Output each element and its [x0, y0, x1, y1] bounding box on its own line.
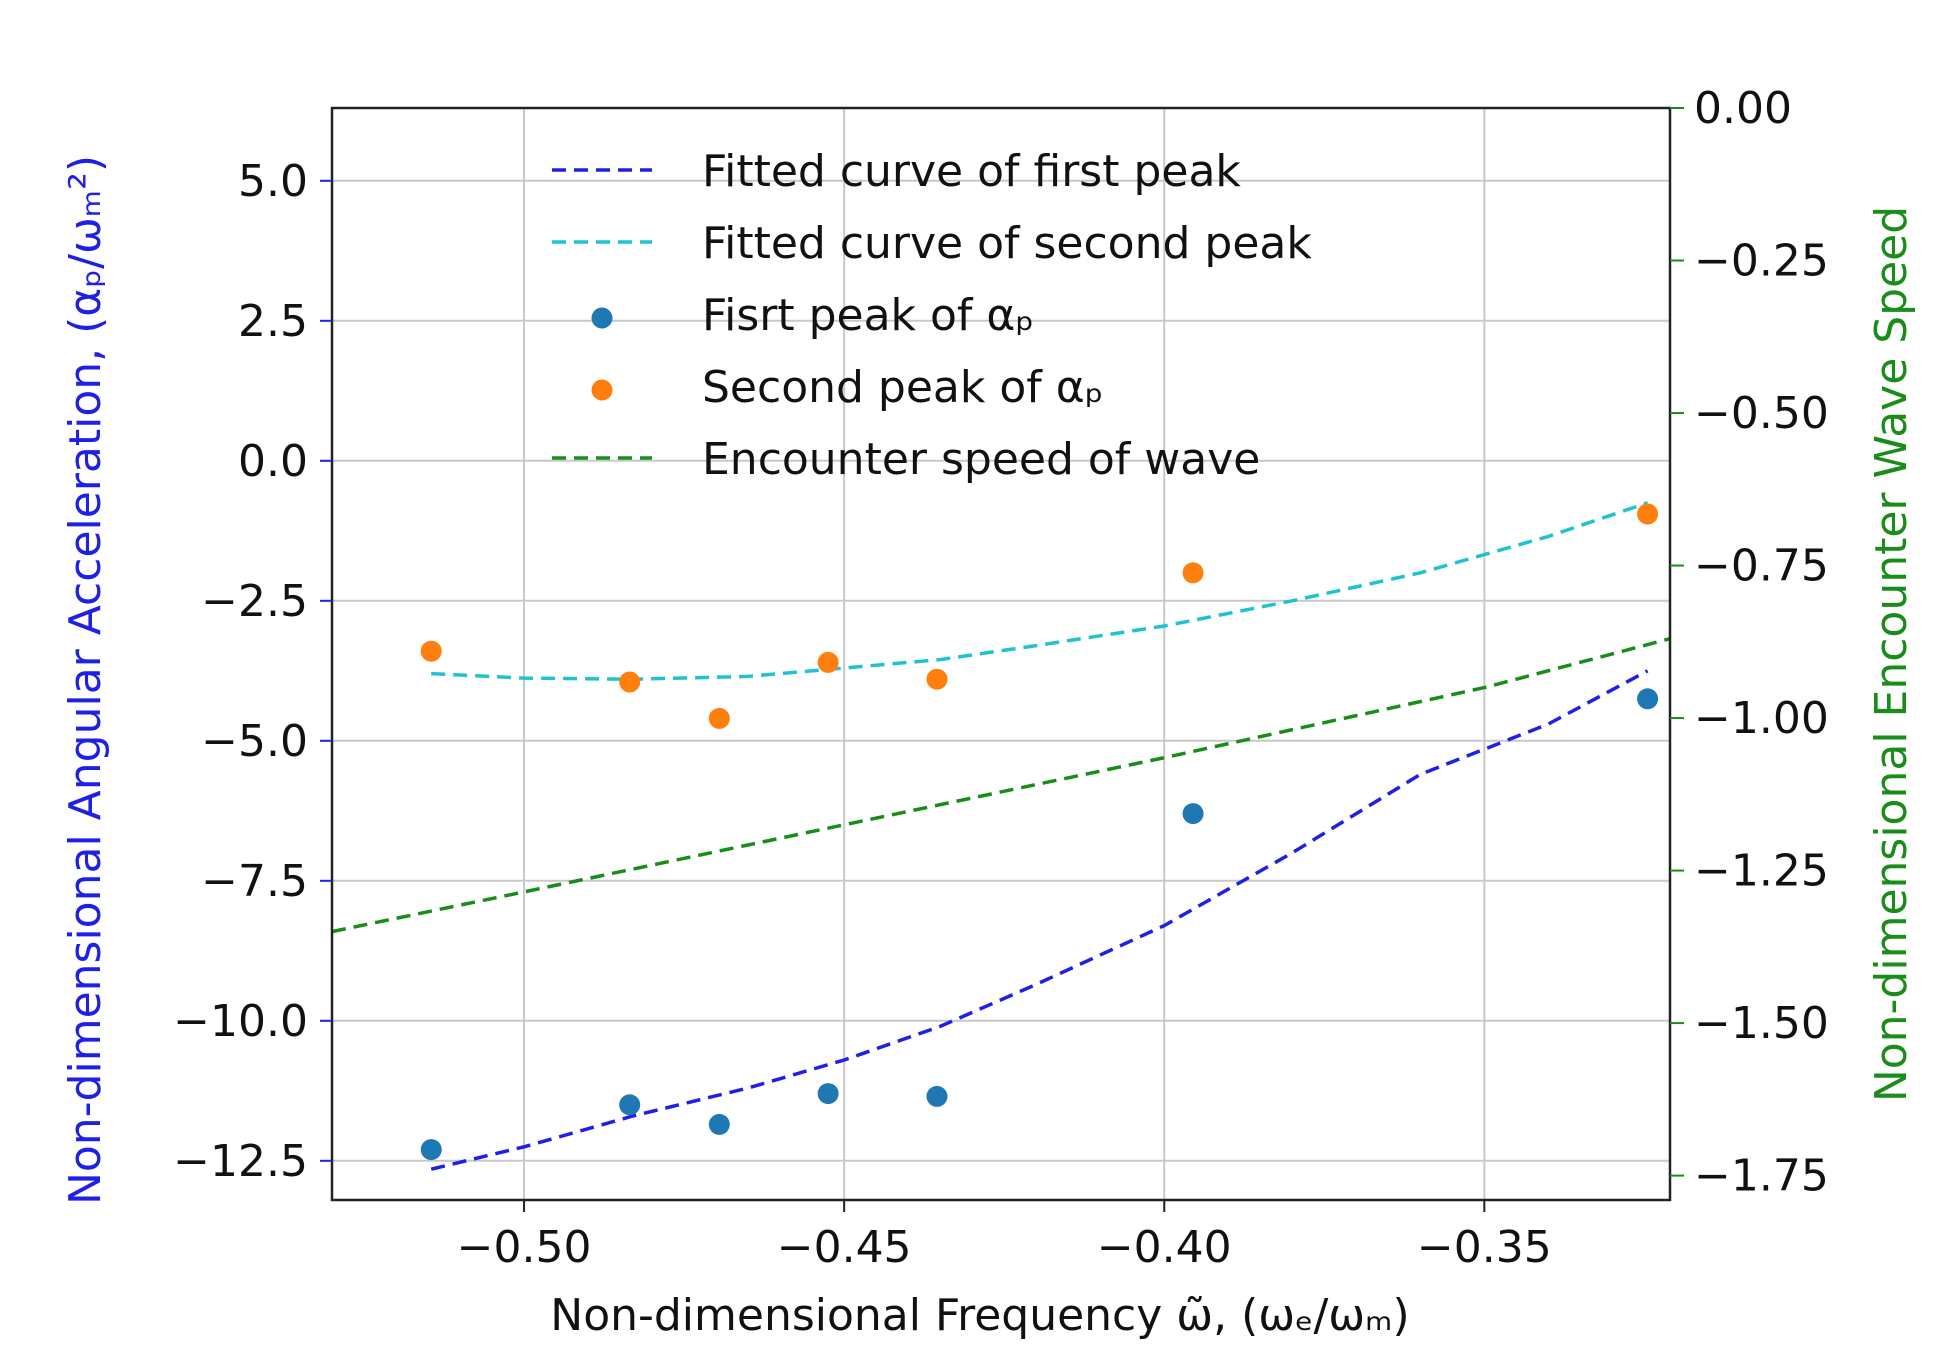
y-left-tick-label: −10.0 [173, 996, 308, 1047]
legend-label-0: Fitted curve of first peak [702, 146, 1241, 197]
right-axis-title: Non-dimensional Encounter Wave Speed [1866, 206, 1917, 1102]
data-layer [331, 501, 1671, 1171]
y-right-tick-label: −1.25 [1694, 846, 1829, 897]
y-right-tick-label: −0.25 [1694, 236, 1829, 287]
series-point-3 [1637, 503, 1659, 525]
series-point-3 [420, 640, 442, 662]
series-point-2 [817, 1083, 839, 1105]
series-point-2 [708, 1113, 730, 1135]
left-axis-title: Non-dimensional Angular Acceleration, (α… [60, 155, 111, 1205]
plot-frame [330, 106, 1672, 1202]
y-left-tick-label: 0.0 [238, 436, 308, 487]
x-tick-label: −0.40 [1097, 1222, 1232, 1273]
series-point-3 [708, 707, 730, 729]
x-tick-label: −0.50 [457, 1222, 592, 1273]
series-line-4 [331, 637, 1671, 934]
y-left-tick-label: −12.5 [173, 1136, 308, 1187]
y-left-tick-label: −5.0 [201, 716, 308, 767]
series-point-3 [926, 668, 948, 690]
y-left-tick-label: 5.0 [238, 156, 308, 207]
series-line-0 [430, 669, 1649, 1171]
y-left-tick-label: −7.5 [201, 856, 308, 907]
y-right-tick-label: 0.00 [1694, 83, 1792, 134]
series-line-1 [431, 501, 1649, 681]
series-point-3 [1182, 562, 1204, 584]
y-right-tick-label: −0.75 [1694, 541, 1829, 592]
legend-layer: Fitted curve of first peak Fitted curve o… [552, 146, 1312, 485]
series-point-2 [1182, 803, 1204, 825]
axis-layer: −0.50 −0.45 −0.40 −0.35 5.0 2.5 0.0 −2.5 −5.0 −7.… [173, 83, 1829, 1273]
series-point-3 [817, 651, 839, 673]
y-left-tick-label: 2.5 [238, 296, 308, 347]
legend-label-4: Encounter speed of wave [702, 434, 1260, 485]
series-point-2 [420, 1139, 442, 1161]
legend-swatch-3 [591, 379, 613, 401]
y-right-tick-label: −1.00 [1694, 693, 1829, 744]
x-tick-label: −0.35 [1417, 1222, 1552, 1273]
legend-swatch-2 [591, 307, 613, 329]
legend-label-2: Fisrt peak of αₚ [702, 290, 1034, 341]
series-point-3 [619, 671, 641, 693]
y-right-tick-label: −1.75 [1694, 1151, 1829, 1202]
series-point-2 [1637, 688, 1659, 710]
y-right-tick-label: −1.50 [1694, 998, 1829, 1049]
series-point-2 [619, 1094, 641, 1116]
x-axis-title: Non-dimensional Frequency ω̃, (ωₑ/ωₘ) [550, 1290, 1409, 1341]
y-left-tick-label: −2.5 [201, 576, 308, 627]
grid-layer [332, 108, 1670, 1200]
y-right-tick-label: −0.50 [1694, 388, 1829, 439]
legend-label-3: Second peak of αₚ [702, 362, 1104, 413]
x-tick-label: −0.45 [777, 1222, 912, 1273]
legend-label-1: Fitted curve of second peak [702, 218, 1312, 269]
series-point-2 [926, 1085, 948, 1107]
